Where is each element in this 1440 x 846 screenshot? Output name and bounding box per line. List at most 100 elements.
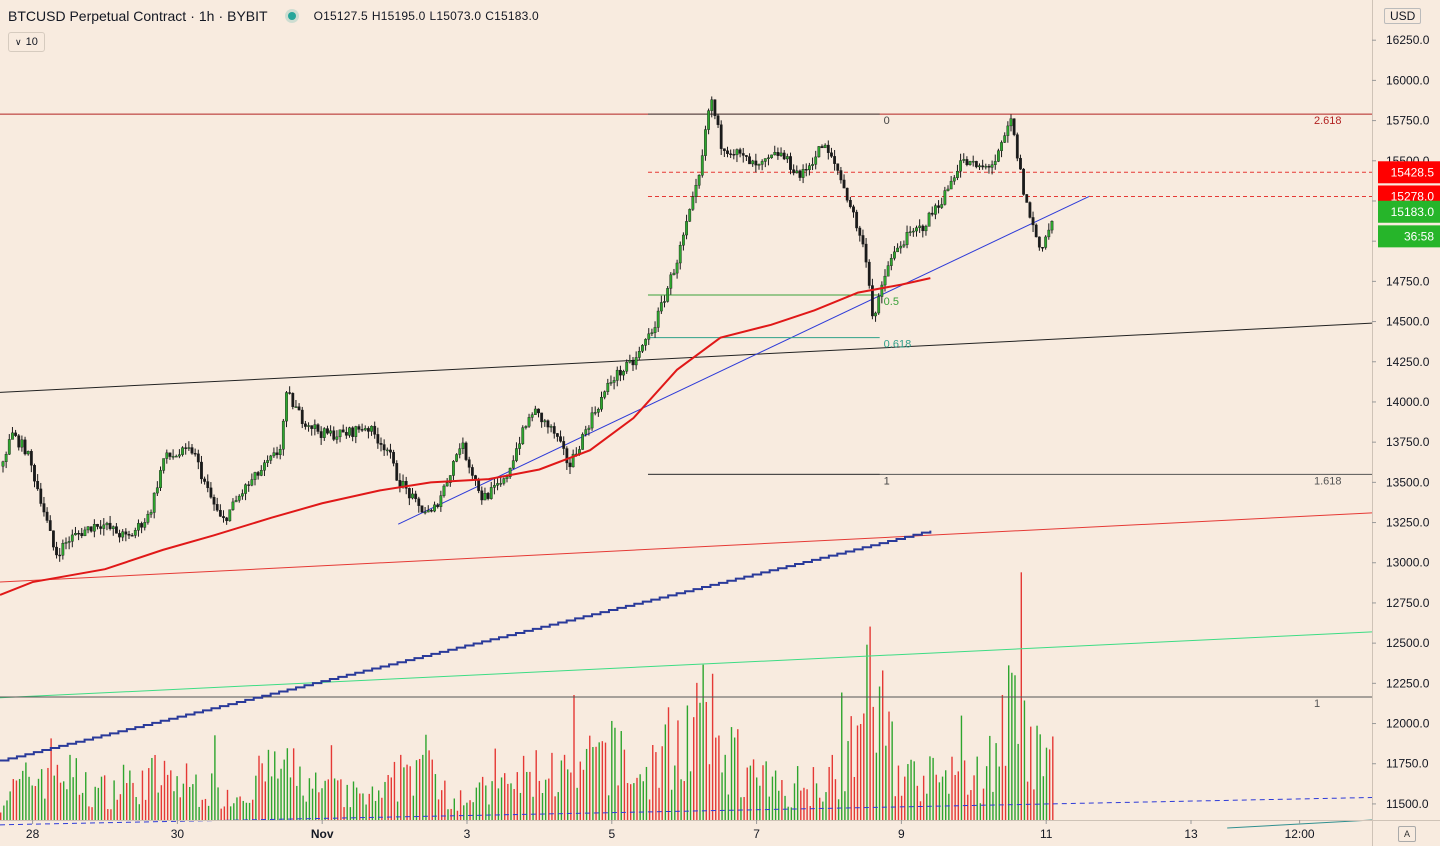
volume-bar (998, 766, 1000, 820)
volume-bar (0, 812, 2, 820)
candle-body (335, 436, 339, 440)
fib-level-label: 0.5 (884, 296, 899, 308)
candle-body (521, 427, 525, 444)
auto-scale-button[interactable]: A (1398, 826, 1416, 842)
candle-body (171, 456, 175, 458)
candle-body (1031, 217, 1035, 226)
volume-bar (349, 807, 352, 820)
volume-bar (866, 644, 868, 820)
time-tick-label: 12:00 (1285, 827, 1315, 841)
candle-body (338, 429, 342, 438)
volume-bar (384, 781, 386, 820)
candle-body (310, 425, 314, 429)
candle-body (893, 251, 896, 259)
volume-bar (308, 778, 311, 820)
volume-bar (825, 792, 827, 820)
candle-body (234, 500, 238, 503)
volume-bar (784, 795, 786, 820)
candle-body (322, 428, 326, 438)
volume-bar (781, 780, 783, 820)
price-axis[interactable]: 11500.0 11750.0 12000.0 12250.0 12500.0 12750… (1372, 33, 1430, 811)
volume-bar (803, 787, 805, 820)
candle-body (864, 243, 868, 263)
volume-bar (907, 764, 909, 820)
volume-bar (132, 782, 134, 820)
volume-bar (743, 797, 745, 820)
volume-bar (283, 759, 285, 820)
candle-body (682, 234, 685, 246)
volume-bar (526, 771, 528, 820)
ohlc-high: H15195.0 (371, 9, 426, 23)
volume-bar (916, 785, 919, 820)
volume-bar (768, 796, 770, 820)
candle-body (533, 408, 537, 415)
volume-bar (1001, 694, 1004, 820)
candle-body (96, 524, 99, 527)
volume-bar (954, 774, 956, 820)
candle-body (316, 424, 320, 432)
volume-bar (368, 793, 370, 820)
candle-body (244, 484, 247, 494)
volume-bar (56, 764, 59, 820)
candle-body (637, 351, 641, 358)
candle-body (351, 427, 355, 437)
volume-bar (34, 786, 37, 820)
volume-bar (494, 748, 496, 820)
volume-bar (891, 721, 893, 820)
volume-bar (582, 769, 585, 820)
candle-body (694, 185, 698, 197)
volume-bar (403, 767, 405, 820)
candle-body (1047, 229, 1051, 238)
candle-body (42, 503, 46, 513)
candle-body (943, 190, 947, 205)
volume-bar (699, 702, 701, 820)
candle-body (644, 339, 648, 346)
time-axis[interactable]: 28 30 Nov 3 5 7 9 11 13 12:00 (26, 820, 1315, 841)
candle-body (455, 454, 458, 462)
candle-body (710, 99, 714, 111)
candle-body (993, 161, 997, 165)
candle-body (196, 453, 200, 463)
volume-bar (245, 802, 248, 820)
volume-bar (229, 806, 232, 820)
candle-body (1022, 168, 1026, 195)
volume-bar (3, 805, 5, 820)
volume-bar (951, 756, 953, 820)
currency-unit-button[interactable]: USD (1384, 8, 1422, 24)
volume-bar (1052, 736, 1054, 820)
volume-bar (900, 795, 903, 820)
volume-bar (466, 802, 468, 820)
price-labels: 15428.5 15278.0 15183.0 36:58 (1378, 161, 1440, 248)
volume-bar (1011, 672, 1013, 820)
candle-body (92, 524, 96, 532)
candle-body (417, 498, 421, 506)
volume-bar (724, 754, 726, 820)
volume-bar (400, 754, 402, 820)
candle-body (212, 497, 216, 505)
volume-bar (170, 770, 172, 820)
candle-body (414, 493, 418, 499)
volume-bar (910, 759, 912, 820)
volume-bar (211, 773, 213, 820)
candle-body (606, 382, 610, 392)
volume-bar (12, 779, 14, 820)
volume-bar (327, 779, 329, 820)
volume-bar (847, 741, 849, 820)
price-tick-label: 11500.0 (1386, 797, 1429, 811)
trendline (397, 195, 1090, 525)
interval-label[interactable]: 1h (198, 8, 215, 24)
volume-bar (585, 748, 588, 820)
candle-body (562, 441, 566, 449)
volume-bar (50, 738, 52, 820)
volume-bar (844, 791, 846, 820)
candle-body (930, 212, 934, 215)
candle-body (1012, 118, 1016, 135)
exchange-label: BYBIT (227, 8, 268, 24)
candle-body (962, 159, 966, 161)
volume-bar (69, 754, 71, 820)
plot-area[interactable] (0, 0, 1372, 820)
symbol-name[interactable]: BTCUSD Perpetual Contract (8, 8, 187, 24)
indicators-toggle-button[interactable]: ∨ 10 (8, 32, 45, 52)
volume-bar (453, 798, 455, 820)
